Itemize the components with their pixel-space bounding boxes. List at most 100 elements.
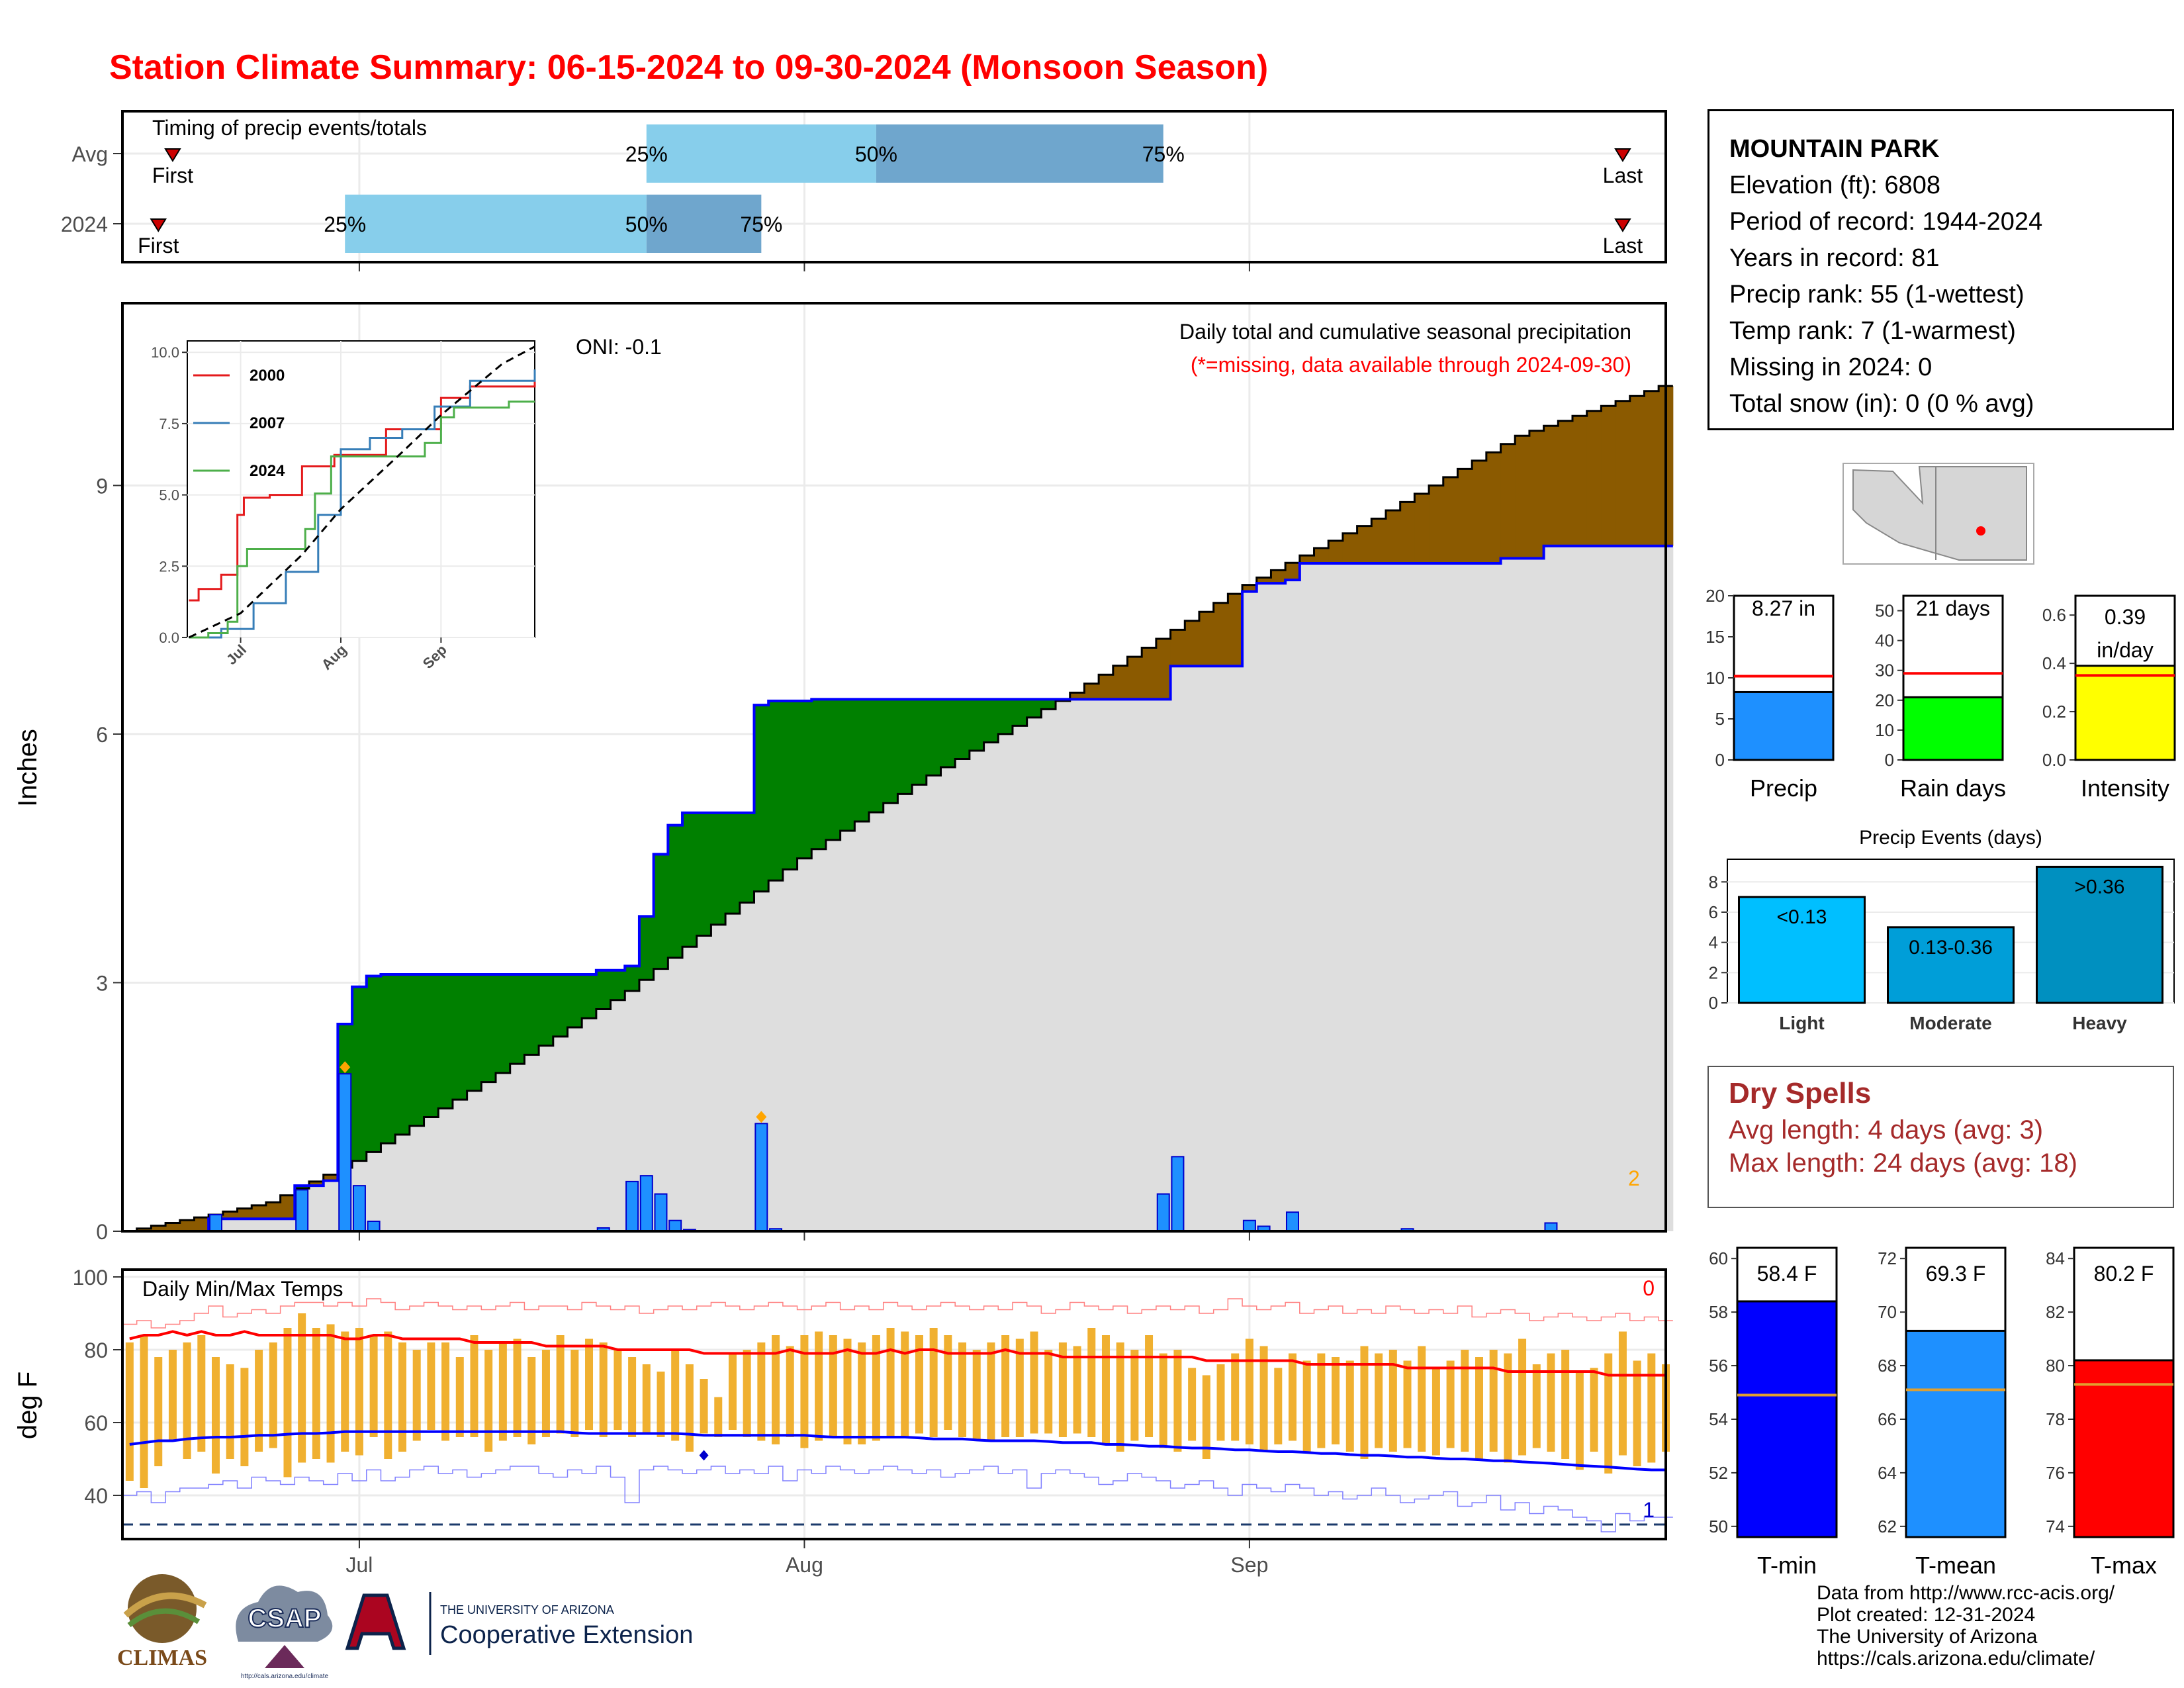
above-average-area [869,699,884,813]
below-average-area [1500,444,1516,559]
above-average-area [625,966,640,991]
daily-temp-bar [140,1335,148,1488]
daily-temp-bar [1604,1353,1613,1474]
daily-temp-bar [1446,1360,1455,1448]
average-cumulative-area [1601,545,1616,1231]
average-cumulative-area [825,839,841,1231]
daily-temp-bar [1633,1360,1641,1466]
t-mean-title: T-mean [1915,1552,1996,1579]
below-average-area [1572,416,1588,546]
daily-precip-bar [209,1213,223,1232]
precip-corner-label: 2 [1628,1166,1640,1190]
station-name: MOUNTAIN PARK [1729,135,1940,163]
daily-temp-bar [800,1335,809,1448]
below-average-area [1629,396,1645,546]
daily-temp-bar [886,1328,895,1437]
above-average-area [524,974,539,1055]
average-cumulative-area [424,1117,439,1231]
daily-temp-bar [1145,1335,1154,1437]
intensity-ytick-label: 0.6 [2042,605,2066,625]
climas-logo-text: CLIMAS [117,1646,207,1670]
daily-precip-bar [295,1189,309,1233]
t-max-ytick-label: 78 [2046,1409,2065,1429]
above-average-area [438,974,453,1109]
average-cumulative-area [696,935,711,1231]
daily-temp-bar [628,1357,637,1437]
t-min-ytick-label: 56 [1709,1356,1728,1376]
record-low-line [122,1466,1673,1532]
above-average-area [897,699,913,794]
daily-temp-bar [1288,1353,1297,1441]
daily-temp-bar [1274,1368,1283,1444]
inset-ytick-label: 2.5 [159,558,179,575]
daily-temp-bar [1001,1335,1010,1437]
average-cumulative-area [1314,563,1329,1231]
average-cumulative-area [1242,591,1257,1231]
above-average-area [782,700,798,870]
events-ytick-label: 4 [1709,933,1718,953]
below-average-area [1213,602,1228,667]
daily-temp-bar [1332,1357,1340,1444]
station-years: Years in record: 81 [1729,244,1940,272]
average-cumulative-area [467,1090,482,1231]
daily-temp-bar [743,1350,751,1437]
daily-temp-bar [1116,1342,1124,1452]
average-cumulative-area [1644,545,1659,1231]
average-cumulative-area [955,759,970,1231]
daily-temp-bar [614,1350,622,1430]
below-average-area [1601,406,1616,546]
precip-ytick-label: 0 [96,1220,108,1244]
rain-days-title: Rain days [1900,774,2006,802]
average-cumulative-area [1026,717,1042,1231]
daily-temp-bar [1130,1350,1139,1441]
timeline-q50-q75-bar [876,124,1163,183]
above-average-area [553,974,568,1037]
intensity-title: Intensity [2081,774,2169,802]
below-average-area [1299,555,1315,564]
locator-map [1843,463,2034,565]
daily-temp-bar [1044,1350,1053,1434]
daily-precip-bar [1285,1211,1299,1233]
timeline-q50-q75-bar [646,195,762,253]
below-average-area [1400,502,1415,564]
above-average-area [926,699,942,776]
station-info-box: MOUNTAIN PARK Elevation (ft): 6808 Perio… [1707,109,2174,430]
precip-total-ytick-label: 20 [1706,586,1725,606]
daily-temp-bar [1345,1360,1354,1452]
daily-temp-bar [657,1372,665,1437]
average-cumulative-area [1127,699,1142,1231]
above-average-area [768,700,784,881]
timeline-label-first: First [152,164,193,187]
events-ytick-label: 6 [1709,902,1718,922]
above-average-area [1012,699,1028,726]
rain-days-ytick-label: 40 [1875,631,1894,651]
daily-temp-bar [326,1324,335,1463]
above-average-area [840,699,855,831]
precip-total-value-label: 8.27 in [1752,596,1815,620]
average-cumulative-area [1084,699,1099,1231]
average-cumulative-area [739,902,754,1231]
t-min-ytick-label: 60 [1709,1248,1728,1268]
average-cumulative-area [998,733,1013,1231]
daily-temp-bar [1058,1342,1067,1437]
daily-temp-bar [1231,1353,1240,1441]
events-title: Precip Events (days) [1859,827,2042,849]
below-average-area [237,1208,252,1219]
average-cumulative-area [1199,666,1214,1231]
inset-series-line [189,381,536,602]
average-cumulative-area [1414,563,1430,1231]
above-average-area [983,699,999,743]
above-average-area [940,699,956,767]
dry-spells-avg: Avg length: 4 days (avg: 3) [1729,1115,2044,1145]
daily-temp-bar [915,1335,923,1434]
below-average-area [1314,547,1329,564]
average-cumulative-area [811,849,827,1231]
daily-temp-bar [714,1397,723,1437]
below-average-area [165,1223,181,1231]
above-average-area [467,974,482,1091]
average-cumulative-area [1629,545,1645,1231]
daily-temp-bar [1647,1353,1656,1463]
below-average-area [265,1202,281,1219]
average-cumulative-area [668,957,683,1231]
